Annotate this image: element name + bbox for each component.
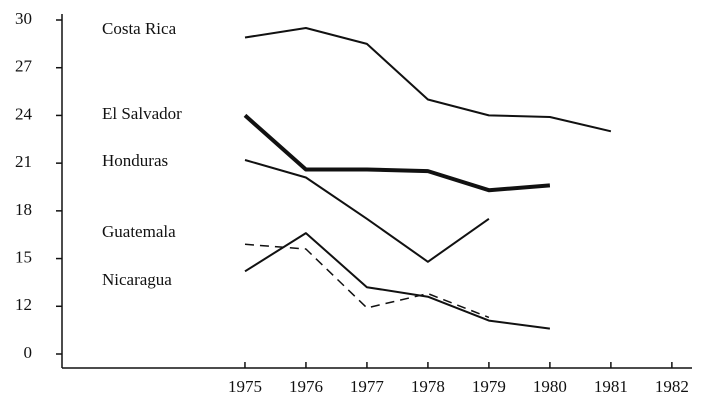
- series-line: [244, 159, 490, 263]
- y-tick-label: 0: [24, 343, 33, 362]
- series-line: [245, 115, 672, 247]
- x-tick-label: 1976: [289, 377, 323, 396]
- x-tick-label: 1975: [228, 377, 262, 396]
- x-tick-label: 1981: [594, 377, 628, 396]
- y-tick-label: 30: [15, 9, 32, 28]
- series-label: Guatemala: [102, 222, 176, 241]
- x-tick-label: 1977: [350, 377, 385, 396]
- y-tick-label: 15: [15, 247, 32, 266]
- series-label: Honduras: [102, 151, 168, 170]
- series-line: [244, 232, 551, 330]
- series-label: Costa Rica: [102, 19, 177, 38]
- series-line: [244, 27, 612, 133]
- x-tick-label: 1978: [411, 377, 445, 396]
- y-tick-label: 12: [15, 295, 32, 314]
- series-label: Nicaragua: [102, 270, 172, 289]
- y-tick-label: 24: [15, 104, 33, 123]
- x-tick-label: 1980: [533, 377, 567, 396]
- y-tick-label: 27: [15, 57, 33, 76]
- y-tick-label: 21: [15, 152, 32, 171]
- series-label: El Salvador: [102, 104, 182, 123]
- x-tick-label: 1979: [472, 377, 506, 396]
- series-line: [244, 243, 490, 319]
- y-tick-label: 18: [15, 200, 32, 219]
- x-tick-label: 1982: [655, 377, 689, 396]
